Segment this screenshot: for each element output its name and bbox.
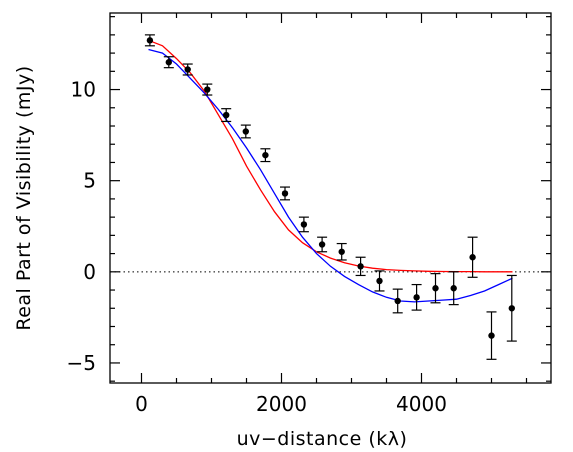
model-curve-1 [148, 39, 513, 273]
data-point [281, 190, 289, 197]
data-point [338, 248, 345, 255]
data-point [413, 294, 420, 301]
data-point [394, 297, 401, 305]
tick-labels: 0 2000 4000 −5 0 5 10 [67, 78, 447, 416]
data-point [223, 111, 230, 119]
data-point [508, 305, 515, 312]
model-curve-2 [148, 48, 513, 303]
data-point [488, 332, 495, 339]
data-points [144, 34, 517, 360]
data-point [357, 263, 364, 270]
y-tick-label: 5 [83, 169, 96, 193]
data-point [184, 66, 191, 73]
data-point [469, 254, 476, 261]
y-axis-label: Real Part of Visibility (mJy) [13, 65, 35, 330]
data-point [262, 151, 269, 159]
x-axis-label: uv−distance (kλ) [237, 428, 408, 450]
data-point [318, 241, 326, 248]
data-point [300, 221, 308, 228]
data-point [432, 285, 439, 292]
axis-ticks [110, 13, 551, 383]
y-tick-label: −5 [67, 351, 96, 375]
data-point [146, 37, 154, 44]
y-tick-label: 10 [71, 78, 96, 102]
data-point [450, 285, 457, 292]
x-tick-label: 2000 [256, 392, 307, 416]
y-tick-label: 0 [83, 260, 96, 284]
data-point [204, 86, 211, 93]
data-point [242, 128, 249, 135]
plot-frame [109, 12, 552, 384]
data-point [376, 277, 383, 285]
data-point [165, 59, 172, 66]
x-tick-label: 4000 [396, 392, 447, 416]
plot-border [109, 12, 552, 384]
model-curves [148, 39, 513, 303]
x-tick-label: 0 [135, 392, 148, 416]
